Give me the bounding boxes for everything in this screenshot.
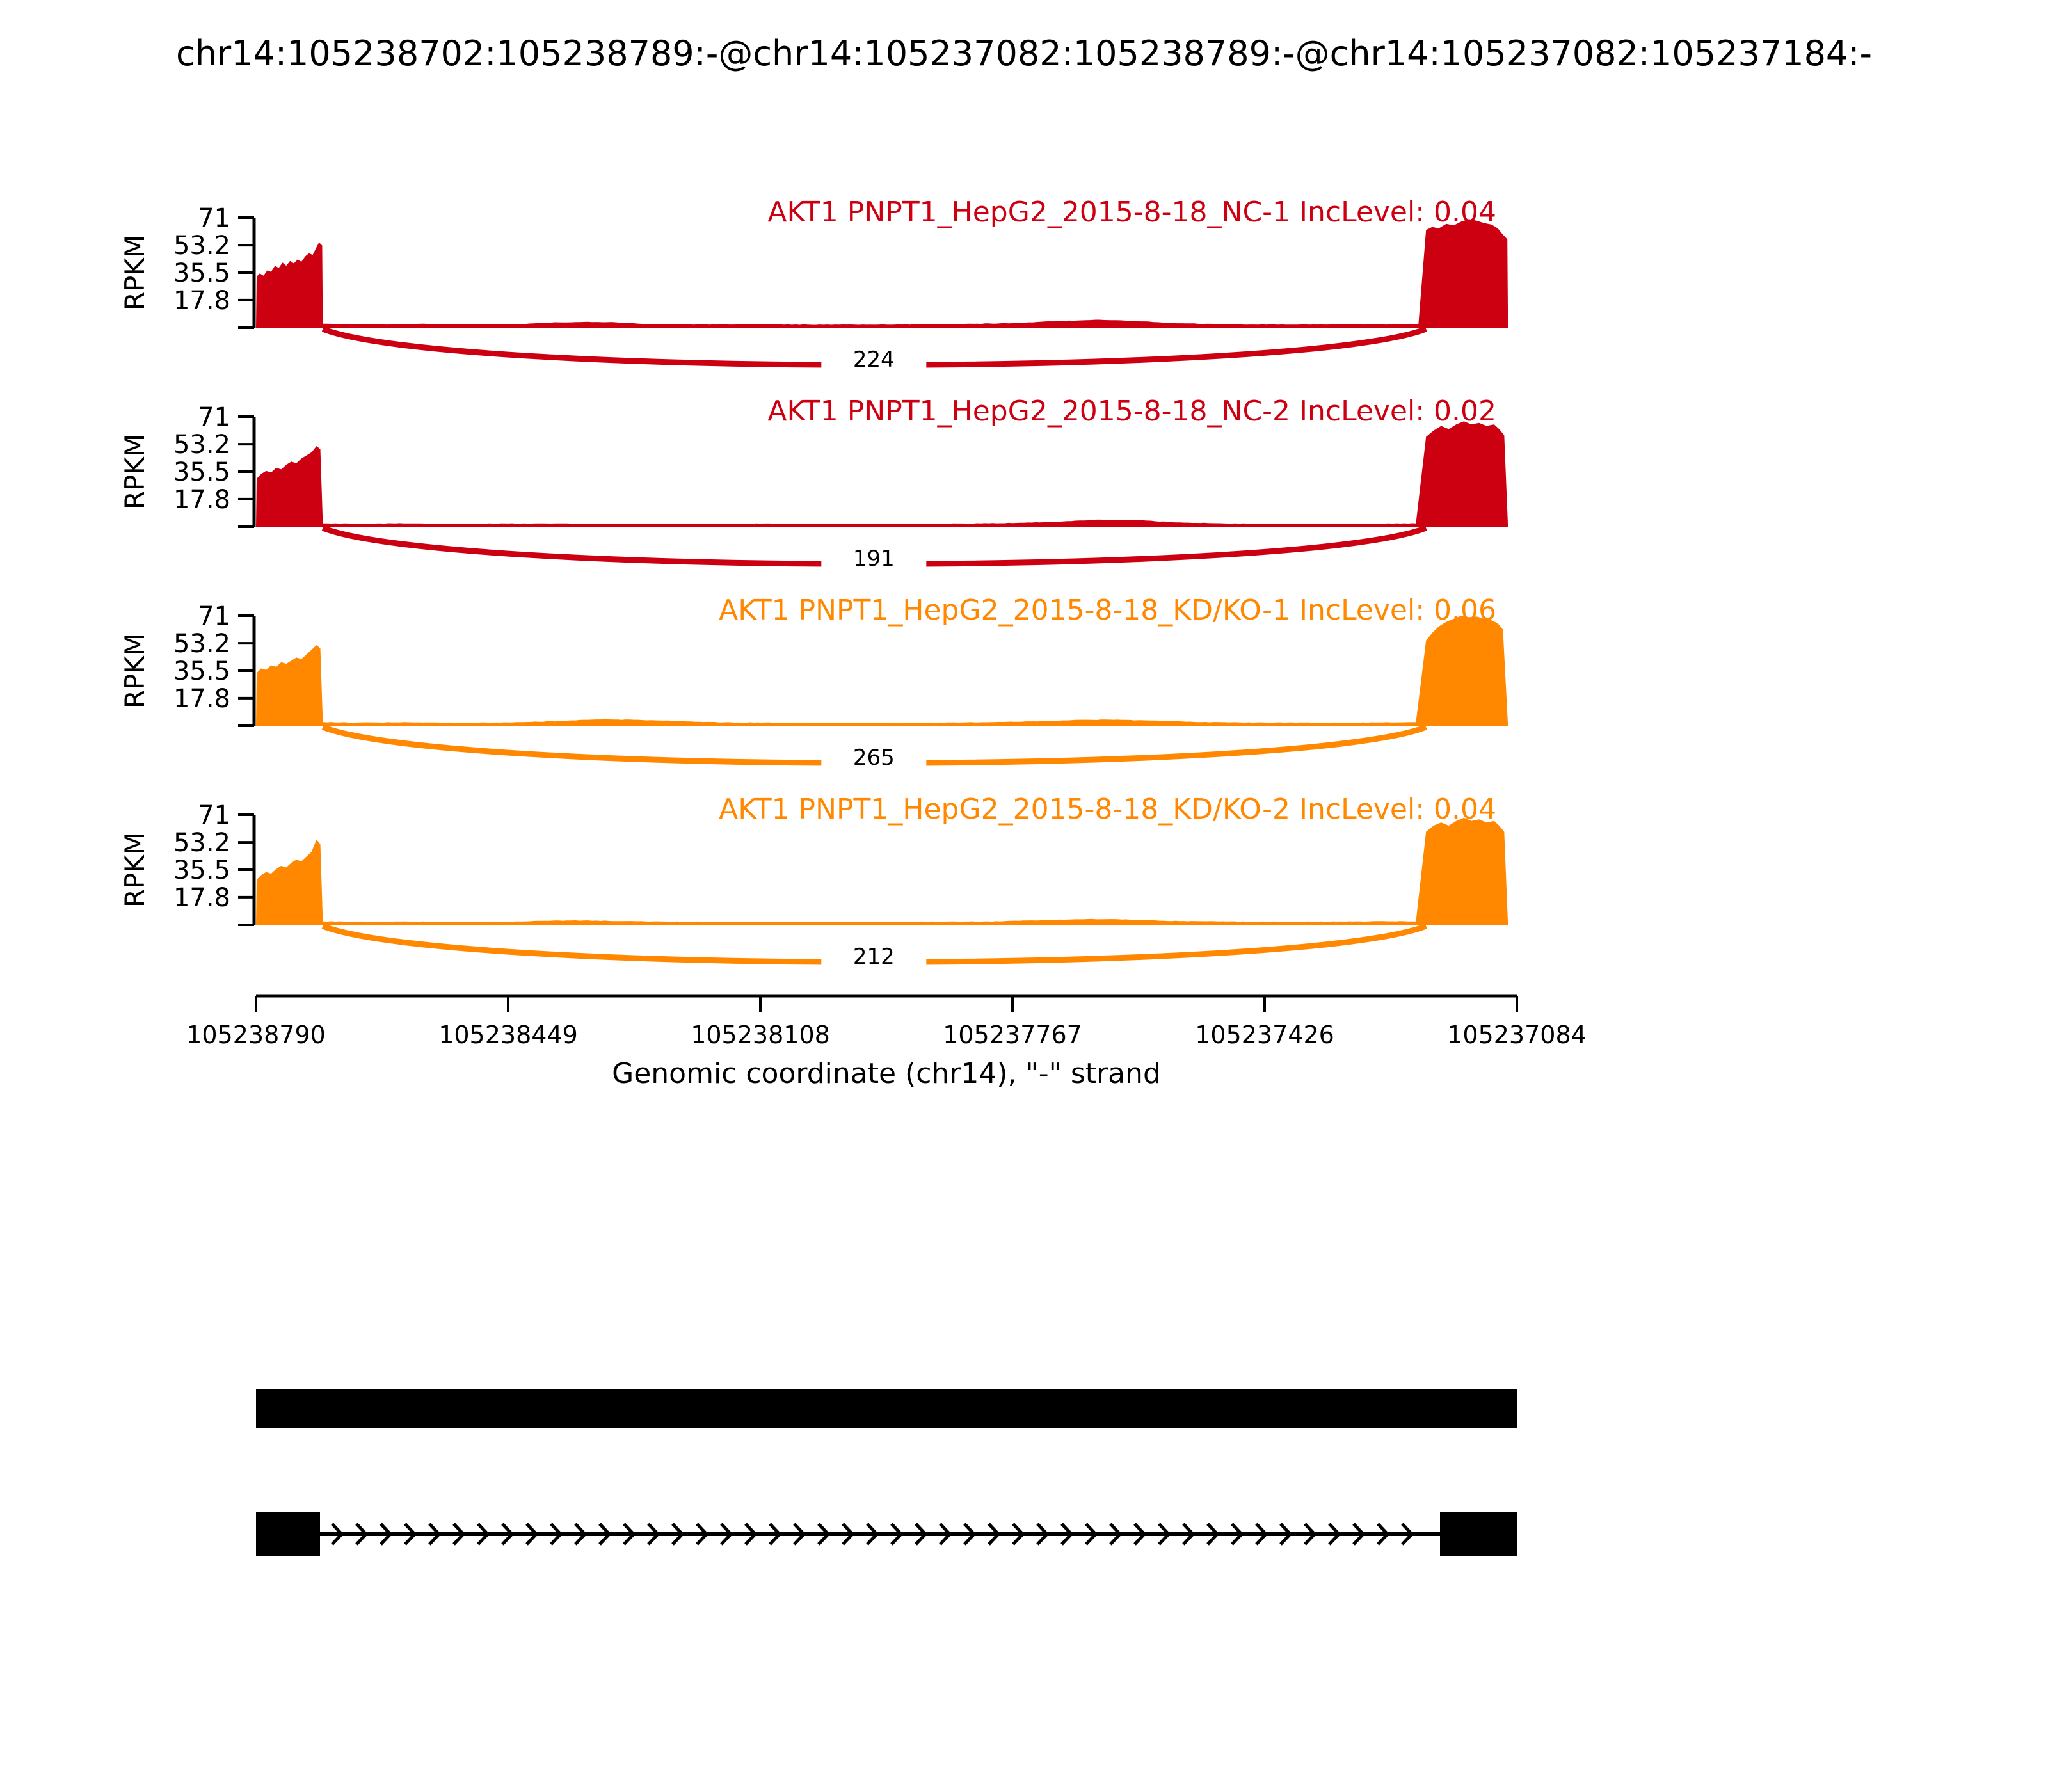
y-tick-label: 35.5	[173, 259, 230, 288]
y-tick-label: 53.2	[173, 231, 230, 260]
sashimi-track-kdko-1: RPKM 17.835.553.271 265 AKT1 PNPT1_HepG2…	[119, 594, 1508, 776]
x-tick-label: 105237084	[1447, 1021, 1587, 1049]
y-axis: 17.835.553.271	[173, 602, 256, 727]
junction-count-label: 191	[853, 546, 895, 572]
y-tick-label: 35.5	[173, 657, 230, 686]
coverage-area	[256, 616, 1508, 726]
y-axis-title: RPKM	[119, 434, 150, 509]
isoform-skipping-exon-right	[1440, 1512, 1517, 1556]
coverage-area	[256, 421, 1508, 527]
sashimi-track-kdko-2: RPKM 17.835.553.271 212 AKT1 PNPT1_HepG2…	[119, 793, 1508, 975]
y-tick-label: 17.8	[173, 883, 230, 913]
intron-arrows	[331, 1523, 1414, 1546]
x-tick-label: 105238108	[691, 1021, 830, 1049]
y-axis-title: RPKM	[119, 832, 150, 908]
isoform-skipping	[256, 1512, 1517, 1556]
y-axis-title: RPKM	[119, 633, 150, 708]
track-label: AKT1 PNPT1_HepG2_2015-8-18_KD/KO-2 IncLe…	[719, 793, 1496, 826]
y-tick-label: 17.8	[173, 684, 230, 714]
y-tick-label: 71	[198, 204, 230, 233]
x-axis-ticks	[255, 996, 1518, 1012]
track-label: AKT1 PNPT1_HepG2_2015-8-18_KD/KO-1 IncLe…	[719, 594, 1496, 627]
junction-count-label: 224	[853, 347, 895, 372]
x-tick-label: 105238790	[186, 1021, 326, 1049]
sashimi-track-nc-1: RPKM 17.835.553.271 224 AKT1 PNPT1_HepG2…	[119, 196, 1508, 378]
y-tick-label: 53.2	[173, 828, 230, 858]
coverage-area	[256, 219, 1508, 328]
junction-arc	[321, 326, 1427, 378]
y-tick-label: 53.2	[173, 430, 230, 460]
y-tick-label: 17.8	[173, 286, 230, 316]
y-tick-label: 17.8	[173, 485, 230, 515]
y-tick-label: 35.5	[173, 458, 230, 487]
y-tick-label: 35.5	[173, 856, 230, 885]
x-tick-label: 105238449	[438, 1021, 578, 1049]
track-label: AKT1 PNPT1_HepG2_2015-8-18_NC-1 IncLevel…	[767, 196, 1496, 228]
x-tick-label: 105237767	[943, 1021, 1082, 1049]
coverage-area	[256, 817, 1508, 925]
junction-arc	[321, 525, 1427, 577]
isoform-skipping-exon-left	[256, 1512, 320, 1556]
sashimi-track-nc-2: RPKM 17.835.553.271 191 AKT1 PNPT1_HepG2…	[119, 395, 1508, 577]
y-tick-label: 71	[198, 801, 230, 830]
y-axis-title: RPKM	[119, 235, 150, 310]
junction-arc	[321, 923, 1427, 975]
x-axis-title: Genomic coordinate (chr14), "-" strand	[612, 1057, 1161, 1090]
y-tick-label: 71	[198, 602, 230, 631]
junction-count-label: 265	[853, 745, 895, 771]
isoform-inclusion-exon	[256, 1389, 1517, 1428]
track-label: AKT1 PNPT1_HepG2_2015-8-18_NC-2 IncLevel…	[767, 395, 1496, 428]
junction-arc	[321, 724, 1427, 776]
y-axis: 17.835.553.271	[173, 403, 256, 528]
plot-title: chr14:105238702:105238789:-@chr14:105237…	[176, 33, 1872, 74]
y-axis: 17.835.553.271	[173, 801, 256, 926]
x-axis: 105238790 105238449 105238108 105237767 …	[186, 994, 1587, 1090]
gene-structure	[256, 1389, 1517, 1556]
junction-count-label: 212	[853, 944, 895, 970]
y-tick-label: 71	[198, 403, 230, 432]
x-tick-label: 105237426	[1195, 1021, 1334, 1049]
y-axis: 17.835.553.271	[173, 204, 256, 329]
y-tick-label: 53.2	[173, 629, 230, 659]
